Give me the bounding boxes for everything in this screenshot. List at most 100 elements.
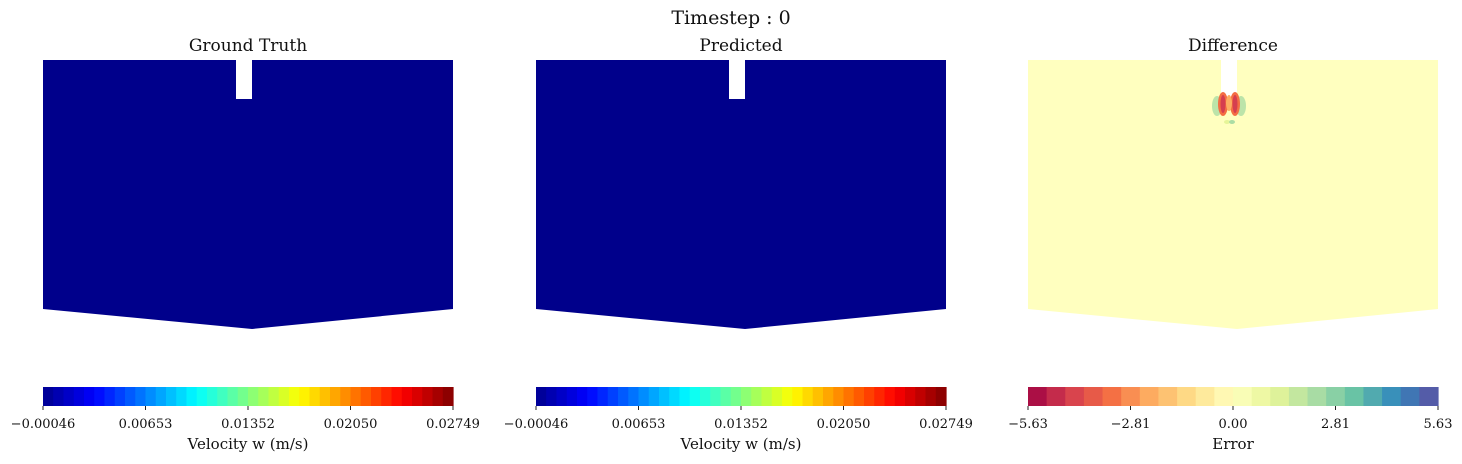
colorbar-segment [73, 387, 85, 406]
colorbar-segment [186, 387, 198, 406]
panel-title: Ground Truth [189, 36, 307, 56]
colorbar-segment [1270, 387, 1290, 406]
colorbar-segment [884, 387, 896, 406]
colorbar-segment [905, 387, 916, 406]
colorbar-tick-label: 0.01352 [714, 417, 768, 432]
colorbar-segment [1344, 387, 1365, 406]
colorbar-segment [43, 387, 54, 406]
colorbar: −0.00046 0.00653 0.01352 0.02050 0.02749 Velo… [504, 387, 973, 453]
colorbar-segment [1028, 387, 1048, 406]
colorbar-segment [782, 387, 793, 406]
colorbar-segment [1139, 387, 1160, 406]
colorbar-segment [669, 387, 681, 406]
colorbar-segment [319, 387, 331, 406]
colorbar-segment [278, 387, 290, 406]
colorbar-segment [689, 387, 701, 406]
colorbar-segment [812, 387, 824, 406]
colorbar-segment [1065, 387, 1085, 406]
colorbar-label: Velocity w (m/s) [187, 435, 309, 453]
colorbar-segment [289, 387, 300, 406]
colorbar-tick-label: 5.63 [1424, 417, 1453, 432]
colorbar-segment [751, 387, 763, 406]
colorbar-segment [135, 387, 147, 406]
colorbar-segment [442, 387, 454, 406]
colorbar-label: Velocity w (m/s) [680, 435, 802, 453]
colorbar-label: Error [1212, 435, 1254, 453]
colorbar-segment [741, 387, 752, 406]
colorbar-segment [196, 387, 208, 406]
colorbar-segment [587, 387, 599, 406]
colorbar-segment [237, 387, 249, 406]
colorbar-segment [1326, 387, 1346, 406]
colorbar-segment [771, 387, 783, 406]
colorbar-tick-label: −0.00046 [11, 417, 76, 432]
colorbar-segment [823, 387, 834, 406]
panel-3: Difference −5.63 −2.81 0.00 2.81 5.63 Error [1008, 36, 1452, 453]
colorbar-segment [145, 387, 157, 406]
colorbar-segment [597, 387, 609, 406]
colorbar-segment [114, 387, 126, 406]
colorbar-segment [125, 387, 136, 406]
colorbar-segment [53, 387, 65, 406]
panel-title: Predicted [699, 36, 782, 56]
colorbar-tick-label: 0.02749 [426, 417, 480, 432]
colorbar-segment [894, 387, 906, 406]
colorbar-segment [381, 387, 393, 406]
colorbar-segment [94, 387, 106, 406]
colorbar-tick-label: 0.01352 [221, 417, 275, 432]
colorbar-segment [700, 387, 711, 406]
figure-title: Timestep : 0 [671, 7, 790, 29]
colorbar-segment [864, 387, 875, 406]
colorbar-segment [556, 387, 568, 406]
colorbar-segment [833, 387, 845, 406]
colorbar-tick-label: 0.00 [1219, 417, 1248, 432]
panel-2: Predicted −0.00046 0.00653 0.01352 0.02050 0.… [504, 36, 973, 453]
colorbar-segment [1307, 387, 1327, 406]
colorbar-segment [258, 387, 270, 406]
colorbar-segment [638, 387, 650, 406]
colorbar-tick-label: 2.81 [1321, 417, 1350, 432]
field-domain [43, 60, 453, 329]
colorbar-segment [1102, 387, 1122, 406]
colorbar-segment [607, 387, 619, 406]
colorbar-segment [792, 387, 804, 406]
colorbar-tick-label: −2.81 [1111, 417, 1151, 432]
colorbar-segment [648, 387, 660, 406]
colorbar-segment [104, 387, 116, 406]
colorbar-tick-label: 0.02749 [919, 417, 973, 432]
colorbar-segment [155, 387, 167, 406]
colorbar-segment [843, 387, 855, 406]
colorbar-segment [63, 387, 75, 406]
colorbar-segment [1046, 387, 1066, 406]
colorbar-segment [679, 387, 691, 406]
colorbar-segment [84, 387, 95, 406]
colorbar-segment [659, 387, 670, 406]
colorbar-segment [710, 387, 722, 406]
colorbar-segment [248, 387, 259, 406]
colorbar-segment [1419, 387, 1439, 406]
colorbar-tick-label: 0.00653 [119, 417, 173, 432]
colorbar-segment [546, 387, 558, 406]
colorbar-segment [853, 387, 865, 406]
colorbar-segment [720, 387, 732, 406]
colorbar-segment [432, 387, 444, 406]
colorbar-segment [802, 387, 814, 406]
colorbar-segment [340, 387, 352, 406]
colorbar-segment [401, 387, 413, 406]
colorbar-segment [227, 387, 239, 406]
colorbar-segment [422, 387, 434, 406]
colorbar-segment [1251, 387, 1271, 406]
colorbar-segment [166, 387, 177, 406]
colorbar-segment [350, 387, 362, 406]
colorbar-tick-label: 0.02050 [817, 417, 871, 432]
colorbar-segment [935, 387, 947, 406]
colorbar-segment [309, 387, 321, 406]
colorbar-segment [1288, 387, 1309, 406]
colorbar-segment [1195, 387, 1215, 406]
colorbar-segment [618, 387, 629, 406]
colorbar: −5.63 −2.81 0.00 2.81 5.63 Error [1008, 387, 1452, 453]
colorbar-tick-label: 0.00653 [612, 417, 666, 432]
colorbar-segment [536, 387, 547, 406]
colorbar-segment [1083, 387, 1104, 406]
